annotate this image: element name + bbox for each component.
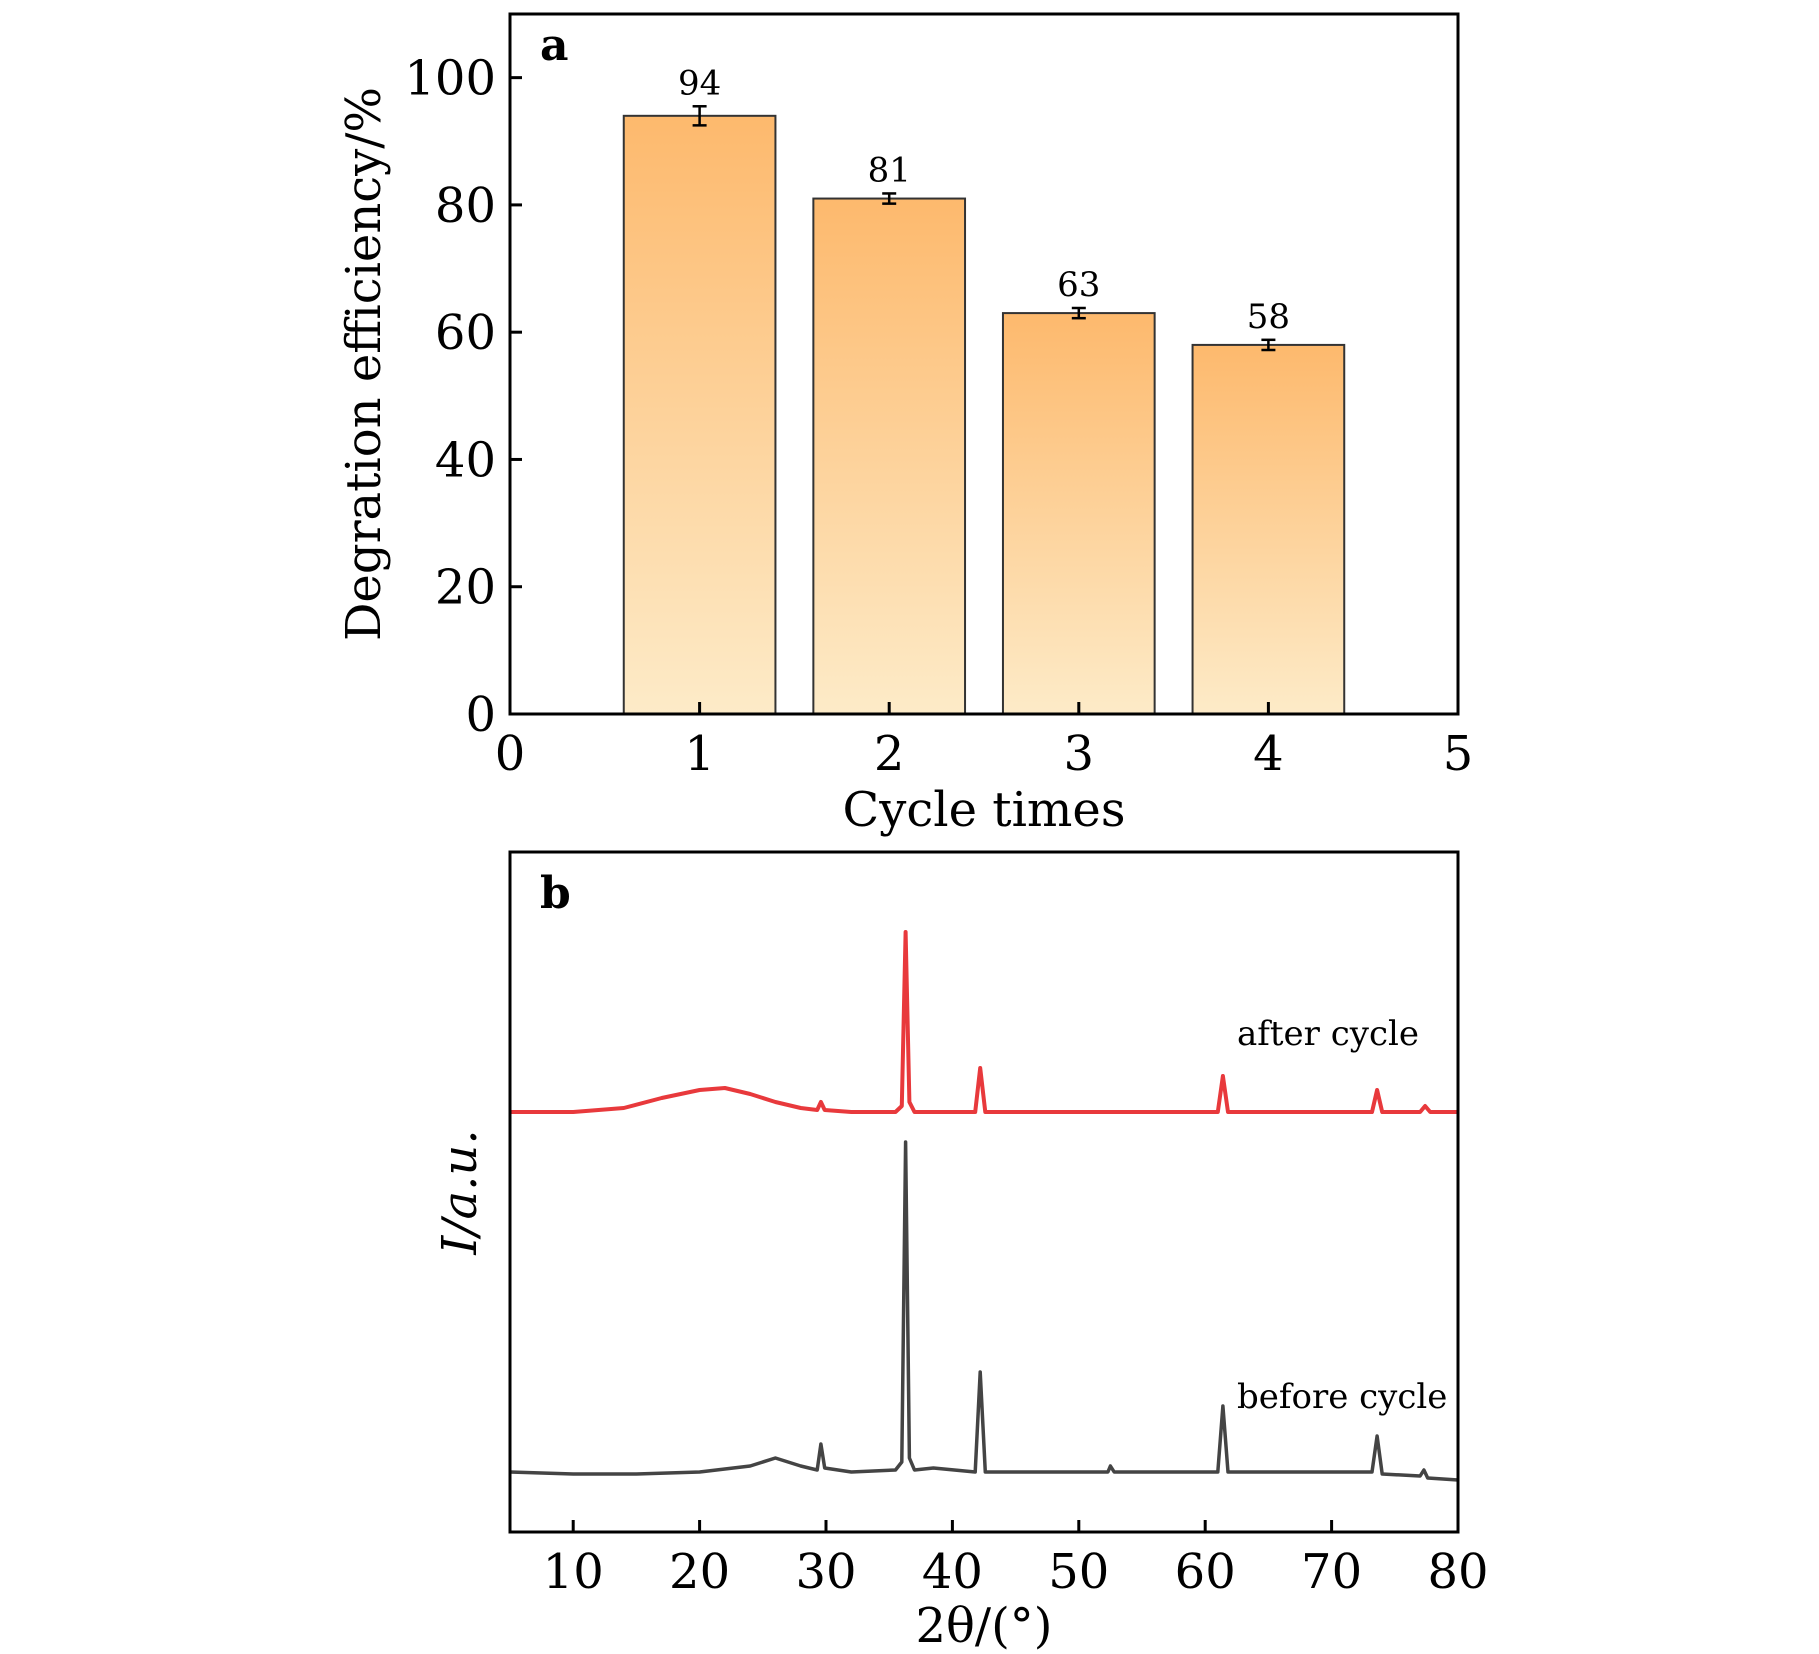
bar-chart-panel: 94 81 63 58 0 1 2 3 4 5 0 20 40 60 80 100 a Cycle tim… — [336, 12, 1474, 838]
error-bar — [882, 192, 897, 205]
y-axis-ticks: 0 20 40 60 80 100 — [404, 51, 522, 743]
plot-frame — [508, 12, 1460, 716]
panel-label-a: a — [540, 20, 569, 71]
y-tick-label: 80 — [435, 178, 496, 234]
x-tick-label: 20 — [669, 1544, 730, 1600]
data-label: 81 — [868, 150, 911, 190]
x-tick-label: 0 — [495, 726, 526, 782]
x-axis-ticks: 10 20 30 40 50 60 70 80 — [543, 1520, 1489, 1600]
bar — [812, 197, 967, 715]
error-bars — [692, 105, 1276, 352]
xrd-chart-panel: after cycle before cycle 10 20 30 40 50 60 70 80… — [432, 850, 1489, 1654]
x-axis-title: Cycle times — [843, 782, 1126, 838]
x-tick-label: 60 — [1175, 1544, 1236, 1600]
y-axis-title: I/a.u. — [432, 1129, 488, 1255]
bar — [622, 114, 777, 716]
x-tick-label: 50 — [1048, 1544, 1109, 1600]
x-axis-title: 2θ/(°) — [915, 1598, 1052, 1654]
series-line — [509, 1140, 1459, 1482]
x-tick-label: 4 — [1253, 726, 1284, 782]
data-labels: 94 81 63 58 — [678, 63, 1290, 337]
series-label: after cycle — [1237, 1014, 1419, 1054]
series-line — [510, 930, 1458, 1114]
data-label: 63 — [1057, 265, 1100, 305]
series-label: before cycle — [1237, 1377, 1447, 1417]
x-tick-label: 70 — [1301, 1544, 1362, 1600]
bar — [1191, 343, 1346, 715]
error-bar — [1261, 338, 1276, 352]
panel-label-b: b — [540, 868, 571, 919]
error-bar — [692, 105, 707, 127]
x-tick-label: 2 — [874, 726, 905, 782]
x-tick-label: 80 — [1427, 1544, 1488, 1600]
data-label: 58 — [1247, 297, 1290, 337]
bar-series — [622, 114, 1346, 716]
xrd-lines — [509, 930, 1459, 1482]
y-axis-title: Degration efficiency/% — [336, 87, 392, 641]
plot-frame — [508, 850, 1460, 1534]
x-tick-label: 5 — [1443, 726, 1474, 782]
y-tick-label: 60 — [435, 305, 496, 361]
error-bar — [1071, 306, 1086, 320]
y-tick-label: 0 — [465, 687, 496, 743]
x-axis-ticks: 0 1 2 3 4 5 — [495, 702, 1474, 782]
x-tick-label: 10 — [543, 1544, 604, 1600]
series-labels: after cycle before cycle — [1237, 1014, 1447, 1417]
y-tick-label: 20 — [435, 560, 496, 616]
y-tick-label: 100 — [404, 51, 496, 107]
bar — [1001, 312, 1156, 715]
x-tick-label: 40 — [922, 1544, 983, 1600]
data-label: 94 — [678, 63, 721, 103]
x-tick-label: 3 — [1064, 726, 1095, 782]
x-tick-label: 30 — [795, 1544, 856, 1600]
x-tick-label: 1 — [684, 726, 715, 782]
y-tick-label: 40 — [435, 432, 496, 488]
